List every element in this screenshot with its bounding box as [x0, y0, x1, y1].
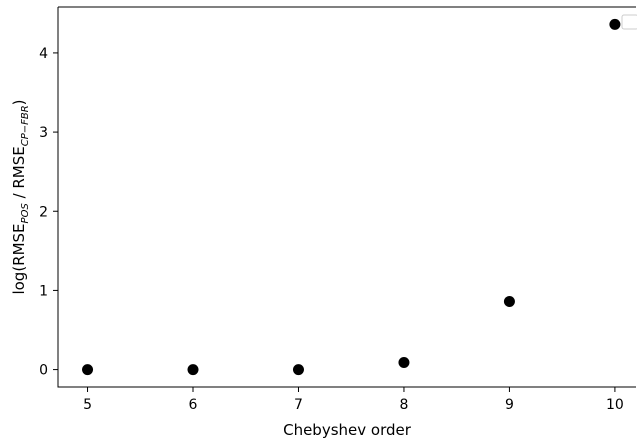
data-point: [187, 364, 199, 376]
legend-box: [621, 14, 637, 30]
data-point: [292, 364, 304, 376]
y-axis-label-sub1: POS: [20, 203, 31, 224]
y-axis-label-middle: / RMSE: [10, 146, 28, 203]
y-tick-label: 3: [39, 125, 48, 141]
axes-frame: [57, 6, 636, 388]
x-axis-ticks: 5 6 7 8 9 10: [83, 387, 624, 413]
y-tick-label: 2: [39, 204, 48, 220]
x-tick-label: 7: [294, 397, 303, 413]
y-tick-label: 4: [39, 46, 48, 62]
x-tick-label: 8: [399, 397, 408, 413]
y-axis-label: log(RMSEPOS / RMSECP−FBR): [10, 99, 31, 294]
data-point: [609, 18, 621, 30]
data-point: [398, 356, 410, 368]
x-tick-label: 9: [505, 397, 514, 413]
y-tick-label: 1: [39, 283, 48, 299]
data-points: [82, 18, 621, 376]
y-axis-label-suffix: ): [10, 99, 28, 105]
axes: [57, 6, 636, 388]
y-axis-ticks: 0 1 2 3 4: [39, 46, 58, 379]
x-tick-label: 5: [83, 397, 92, 413]
x-tick-label: 10: [606, 397, 624, 413]
y-axis-label-sub2: CP−FBR: [20, 105, 31, 146]
x-tick-label: 6: [189, 397, 198, 413]
y-tick-label: 0: [39, 363, 48, 379]
data-point: [503, 296, 515, 307]
x-axis-label: Chebyshev order: [283, 421, 412, 438]
data-point: [82, 364, 94, 376]
y-axis-label-prefix: log(RMSE: [10, 223, 28, 294]
